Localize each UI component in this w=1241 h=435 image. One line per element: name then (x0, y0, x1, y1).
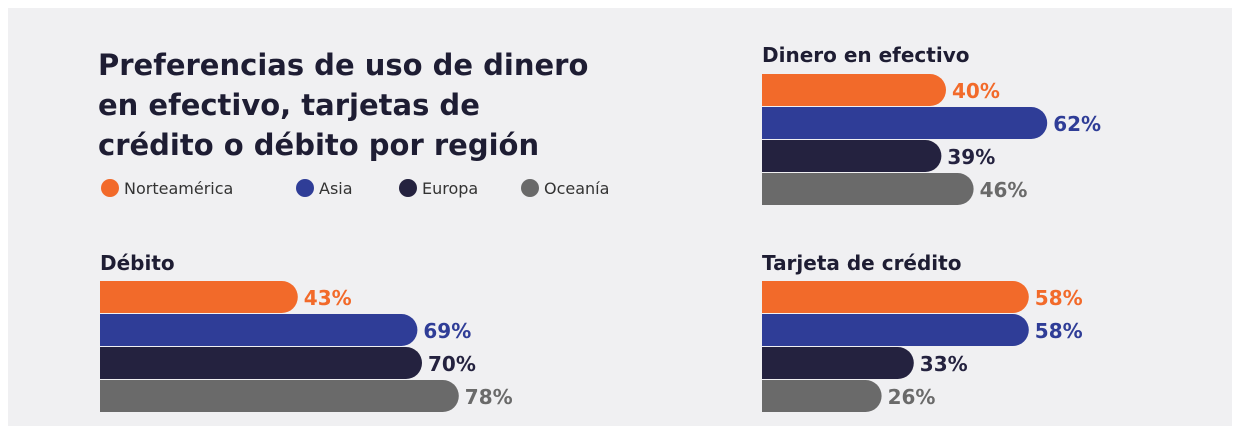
bar (100, 347, 422, 379)
bar (762, 107, 1048, 139)
chart-title: Débito (100, 251, 175, 275)
title-line: en efectivo, tarjetas de (98, 88, 480, 122)
title-line: Preferencias de uso de dinero (98, 48, 588, 82)
legend-label: Oceanía (544, 179, 609, 198)
legend-swatch (399, 179, 417, 197)
legend-swatch (101, 179, 119, 197)
bar (762, 347, 914, 379)
value-label: 58% (1035, 286, 1083, 310)
bar (762, 314, 1029, 346)
bar (762, 173, 974, 205)
bar (100, 281, 298, 313)
chart-title: Dinero en efectivo (762, 43, 969, 67)
chart-title: Tarjeta de crédito (762, 251, 961, 275)
value-label: 43% (304, 286, 352, 310)
value-label: 40% (952, 79, 1000, 103)
value-label: 62% (1053, 112, 1101, 136)
legend-label: Norteamérica (124, 179, 233, 198)
value-label: 33% (920, 352, 968, 376)
bar (100, 314, 418, 346)
value-label: 69% (423, 319, 471, 343)
legend-label: Asia (319, 179, 353, 198)
bar (762, 281, 1029, 313)
value-label: 39% (947, 145, 995, 169)
value-label: 26% (888, 385, 936, 409)
value-label: 58% (1035, 319, 1083, 343)
value-label: 46% (980, 178, 1028, 202)
bar (762, 74, 946, 106)
legend-swatch (296, 179, 314, 197)
value-label: 78% (465, 385, 513, 409)
bar (762, 380, 882, 412)
legend-label: Europa (422, 179, 478, 198)
bar (100, 380, 459, 412)
legend-swatch (521, 179, 539, 197)
value-label: 70% (428, 352, 476, 376)
title-line: crédito o débito por región (98, 128, 539, 162)
bar (762, 140, 942, 172)
